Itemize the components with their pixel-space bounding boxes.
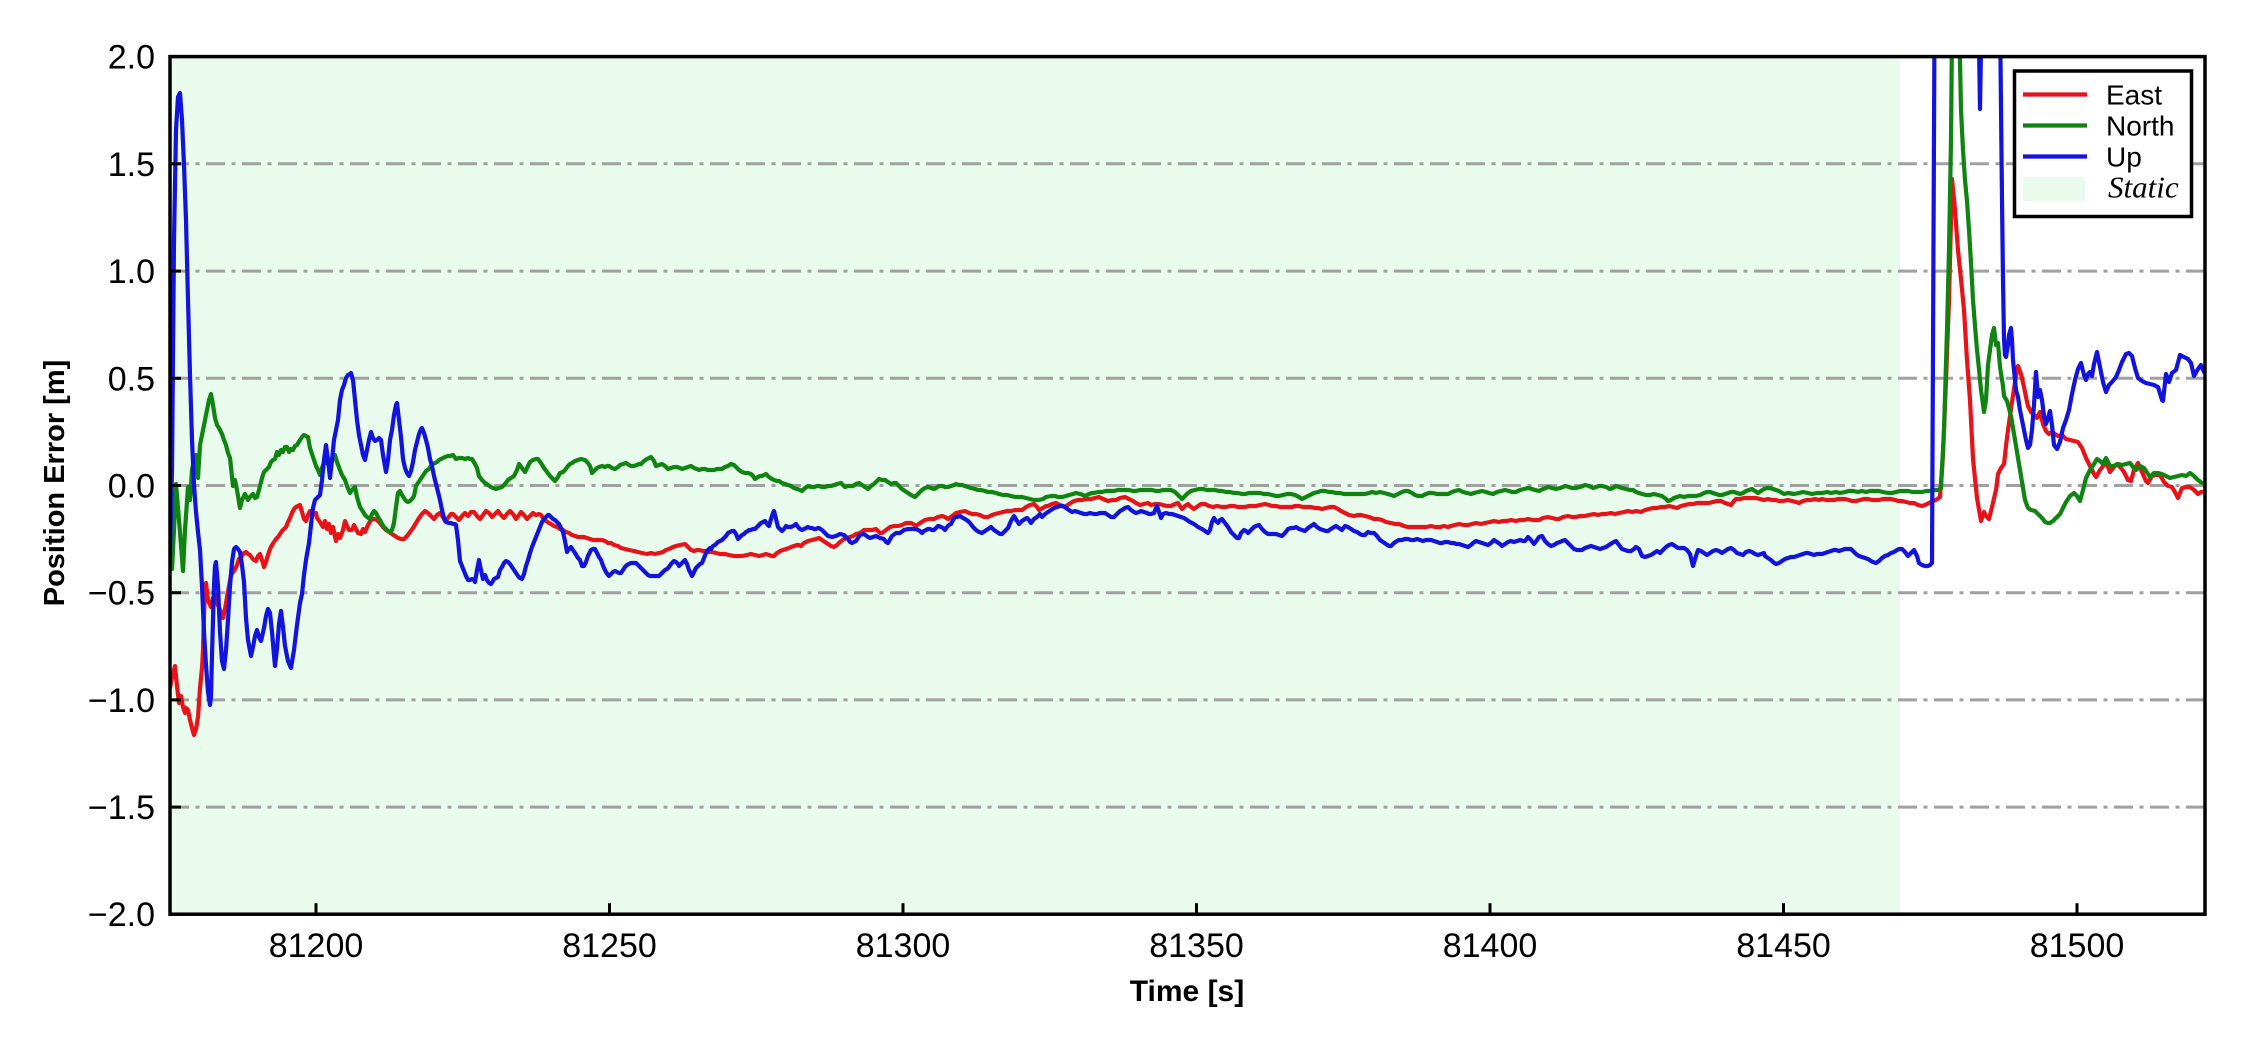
svg-text:81400: 81400 (1443, 927, 1538, 965)
svg-text:81200: 81200 (269, 927, 364, 965)
svg-text:0.5: 0.5 (108, 360, 155, 398)
svg-text:Static: Static (2108, 170, 2179, 205)
svg-text:81450: 81450 (1736, 927, 1831, 965)
svg-text:Time [s]: Time [s] (1130, 975, 1244, 1008)
svg-text:81250: 81250 (562, 927, 657, 965)
svg-text:−0.5: −0.5 (88, 575, 155, 613)
svg-text:81500: 81500 (2030, 927, 2125, 965)
svg-text:−2.0: −2.0 (88, 896, 155, 934)
svg-text:−1.0: −1.0 (88, 682, 155, 720)
svg-text:1.5: 1.5 (108, 146, 155, 184)
svg-text:East: East (2106, 80, 2162, 111)
svg-text:81350: 81350 (1149, 927, 1244, 965)
svg-text:2.0: 2.0 (108, 39, 155, 77)
svg-text:Up: Up (2106, 142, 2142, 173)
svg-text:Position Error [m]: Position Error [m] (39, 360, 71, 607)
svg-text:1.0: 1.0 (108, 253, 155, 291)
svg-text:81300: 81300 (856, 927, 951, 965)
svg-text:−1.5: −1.5 (88, 789, 155, 827)
svg-text:North: North (2106, 111, 2174, 142)
svg-text:0.0: 0.0 (108, 468, 155, 506)
